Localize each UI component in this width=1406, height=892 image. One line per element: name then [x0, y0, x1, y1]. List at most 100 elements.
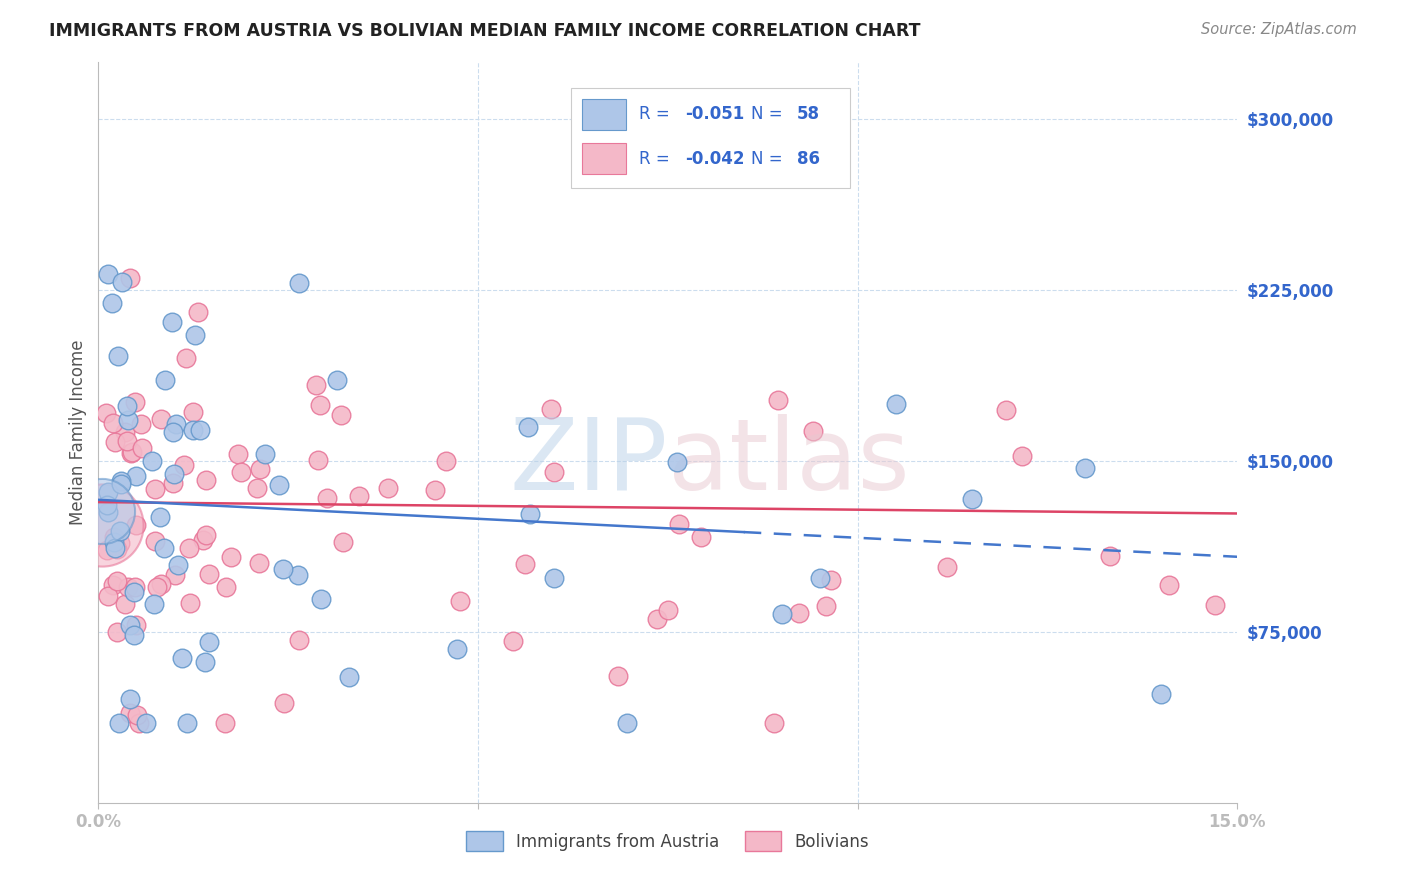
Point [120, 446, 142, 460]
Point [141, 453, 163, 467]
Point [108, 536, 131, 550]
Text: R =: R = [640, 150, 675, 168]
Point [162, 425, 184, 439]
Point [994, 403, 1017, 417]
Point [434, 454, 457, 468]
Point [446, 642, 468, 657]
Point [96, 543, 118, 558]
Text: 58: 58 [797, 105, 820, 123]
FancyBboxPatch shape [571, 88, 851, 188]
Point [117, 413, 139, 427]
Point [820, 573, 842, 587]
Point [516, 420, 538, 434]
Point [330, 408, 353, 422]
Point [120, 691, 142, 706]
Point [114, 597, 136, 611]
Point [884, 397, 907, 411]
Point [253, 447, 276, 461]
Legend: Immigrants from Austria, Bolivians: Immigrants from Austria, Bolivians [460, 825, 876, 857]
Text: -0.042: -0.042 [685, 150, 744, 168]
Point [122, 585, 145, 599]
Point [423, 483, 446, 498]
Point [118, 706, 141, 720]
Point [153, 373, 176, 387]
Point [121, 444, 143, 458]
Point [195, 474, 218, 488]
Point [103, 578, 125, 592]
Point [174, 351, 197, 365]
Point [146, 580, 169, 594]
Point [91, 504, 114, 518]
Point [307, 453, 329, 467]
Point [191, 533, 214, 548]
Point [763, 716, 786, 731]
Text: R =: R = [640, 105, 675, 123]
Point [616, 716, 638, 731]
Point [195, 528, 218, 542]
Point [110, 475, 132, 489]
Point [114, 425, 136, 440]
Point [165, 417, 187, 431]
Point [332, 534, 354, 549]
Text: 86: 86 [797, 150, 820, 168]
Point [115, 399, 138, 413]
Point [184, 327, 207, 342]
Point [668, 517, 690, 532]
Point [124, 628, 146, 642]
Point [103, 534, 125, 549]
Point [149, 412, 172, 426]
Point [153, 541, 176, 555]
Point [449, 593, 471, 607]
Point [1150, 687, 1173, 701]
Point [91, 517, 114, 532]
Point [305, 378, 328, 392]
Point [107, 349, 129, 363]
Point [288, 633, 311, 648]
Point [105, 542, 128, 557]
Point [125, 469, 148, 483]
Point [150, 577, 173, 591]
Point [337, 670, 360, 684]
Point [97, 589, 120, 603]
Point [543, 466, 565, 480]
Point [249, 462, 271, 476]
Point [101, 295, 124, 310]
Point [316, 491, 339, 506]
Point [347, 489, 370, 503]
Point [543, 571, 565, 585]
Text: N =: N = [751, 105, 787, 123]
Point [162, 475, 184, 490]
Point [96, 406, 118, 420]
Point [219, 550, 242, 565]
Point [179, 596, 201, 610]
Point [198, 567, 221, 582]
Point [690, 530, 713, 544]
Point [124, 580, 146, 594]
Point [97, 268, 120, 282]
Point [149, 509, 172, 524]
Point [1159, 578, 1181, 592]
Point [118, 270, 141, 285]
Point [97, 484, 120, 499]
FancyBboxPatch shape [582, 99, 626, 130]
Point [108, 524, 131, 539]
Point [143, 533, 166, 548]
Text: ZIP: ZIP [509, 414, 668, 511]
Point [135, 716, 157, 731]
Point [111, 276, 134, 290]
Point [1098, 549, 1121, 564]
Point [787, 606, 810, 620]
Point [179, 541, 201, 556]
Point [176, 716, 198, 731]
Point [142, 597, 165, 611]
Point [124, 518, 146, 533]
Point [101, 416, 124, 430]
Point [163, 467, 186, 481]
Text: atlas: atlas [668, 414, 910, 511]
Point [657, 603, 679, 617]
Text: -0.051: -0.051 [685, 105, 744, 123]
Point [377, 481, 399, 495]
Point [197, 635, 219, 649]
Point [170, 650, 193, 665]
Point [502, 634, 524, 648]
